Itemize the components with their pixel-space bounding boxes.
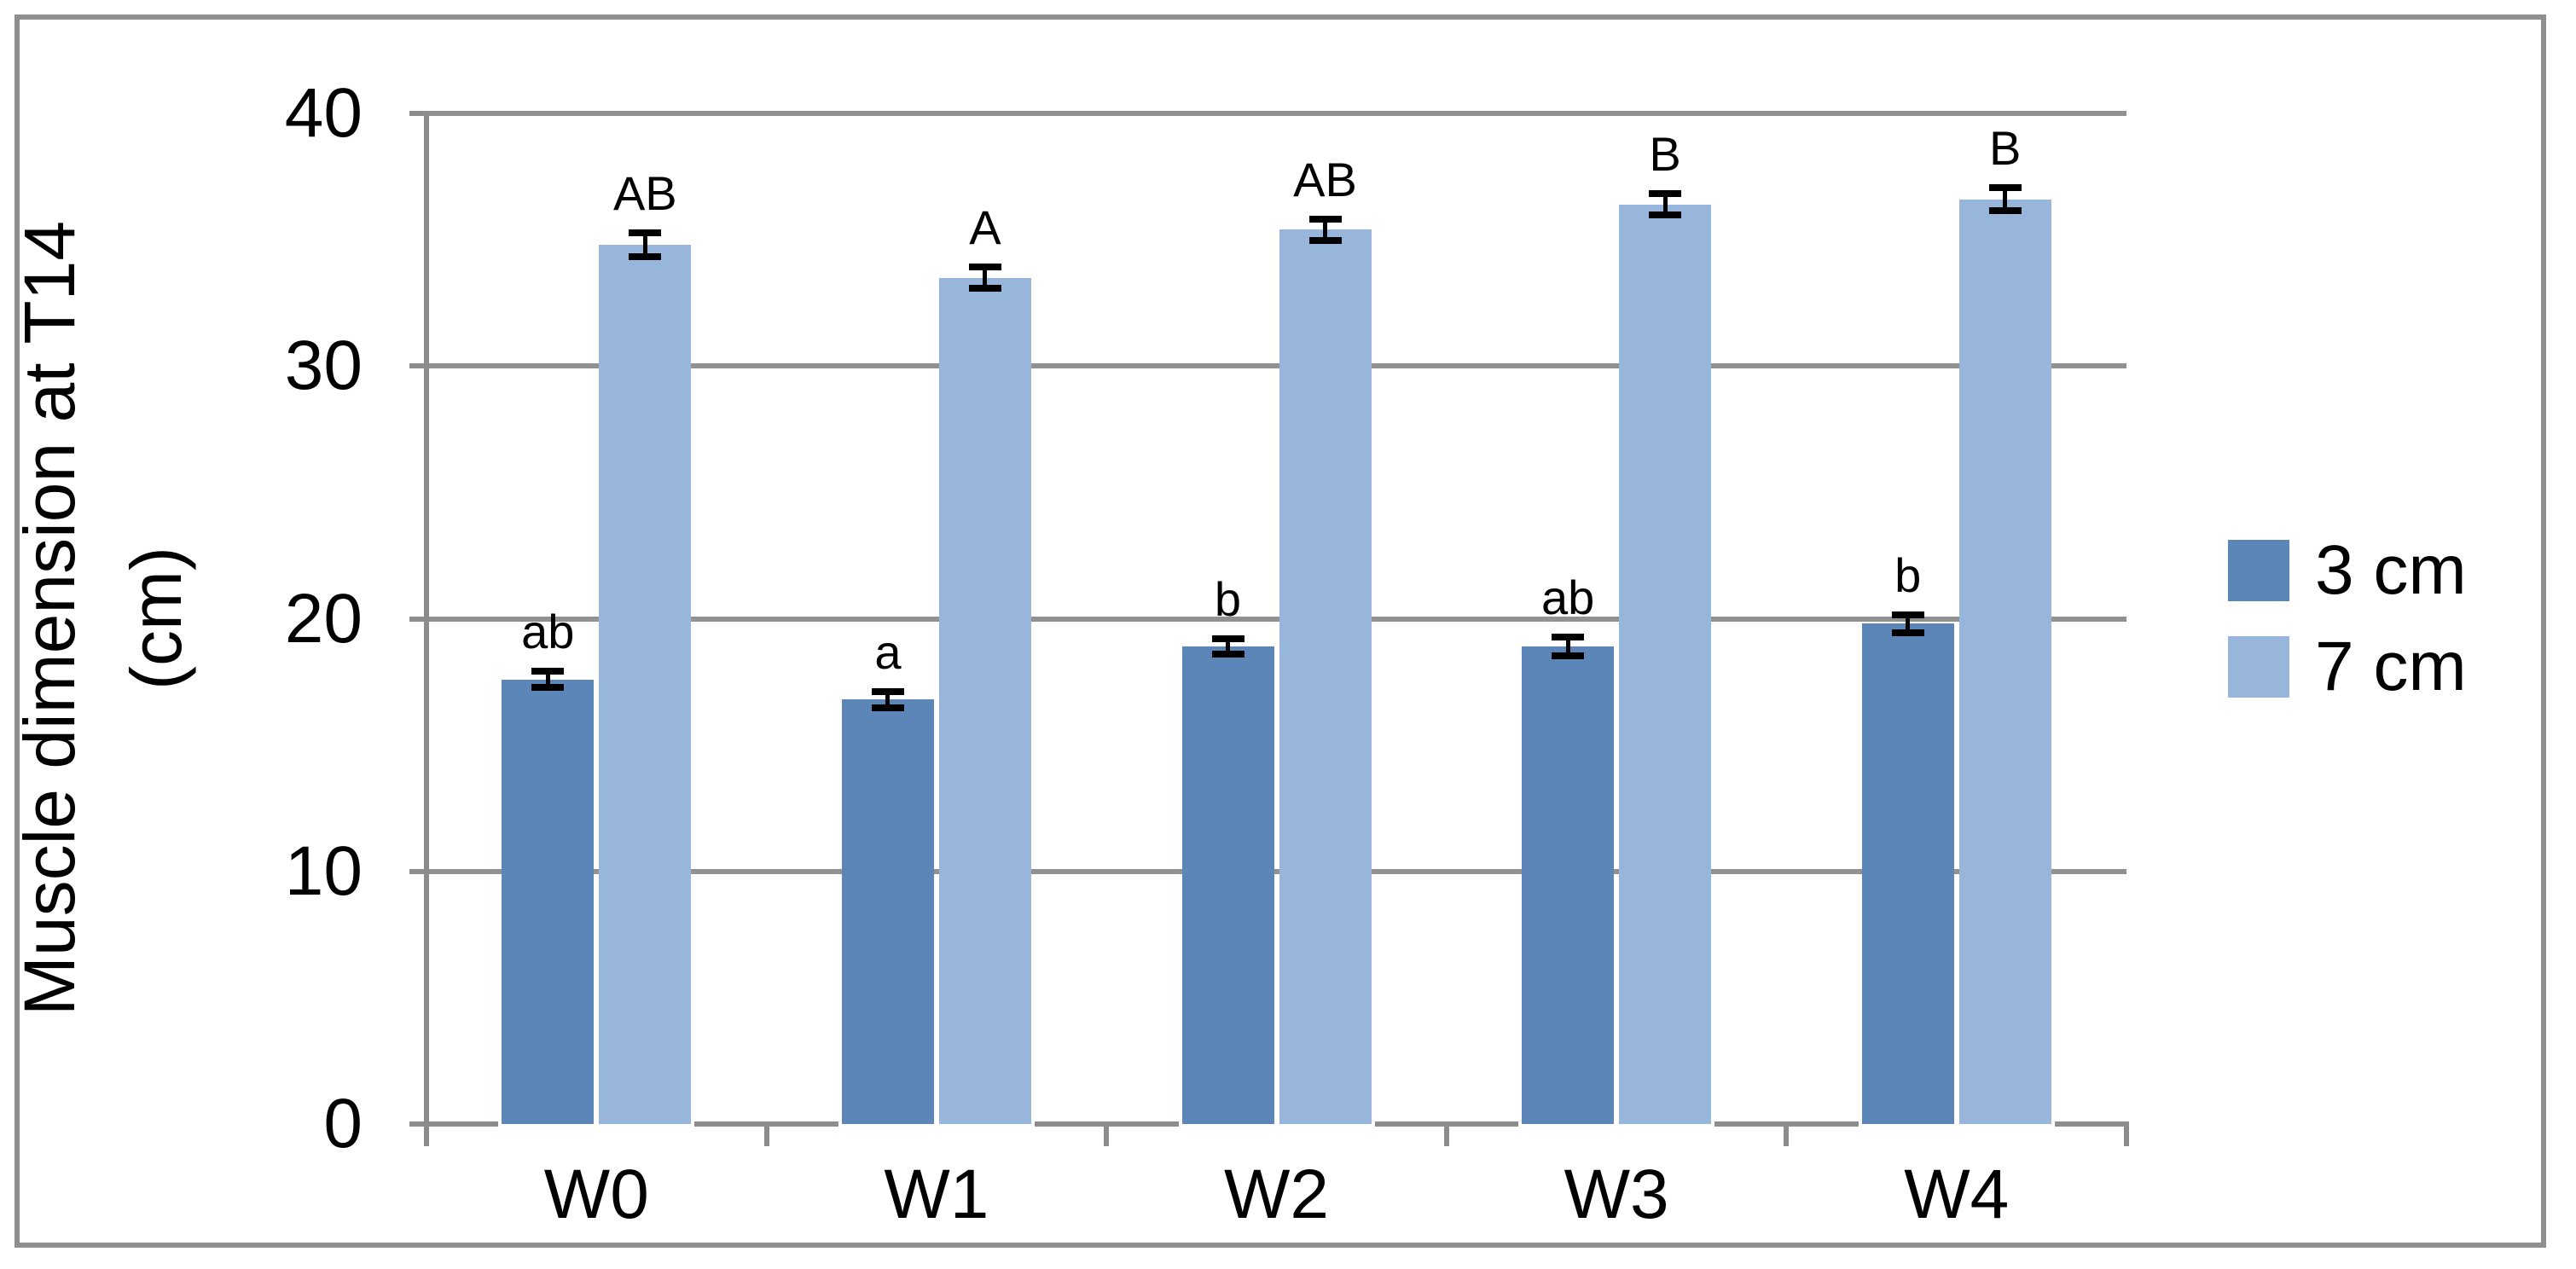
error-bar-part bbox=[2003, 183, 2008, 215]
y-tick-label-20: 20 bbox=[284, 579, 363, 658]
legend-entry-3cm: 3 cm bbox=[2228, 536, 2467, 606]
sig-letter-7cm-W2: AB bbox=[1293, 152, 1357, 206]
bar-3cm-W1 bbox=[841, 699, 934, 1124]
figure-border bbox=[15, 14, 2546, 1248]
sig-letter-7cm-W3: B bbox=[1649, 127, 1681, 182]
y-tick-label-0: 0 bbox=[323, 1085, 363, 1162]
bar-7cm-W0 bbox=[599, 245, 692, 1124]
sig-letter-7cm-W1: A bbox=[969, 200, 1001, 255]
y-tick-label-10: 10 bbox=[284, 832, 363, 910]
bar-7cm-W3 bbox=[1619, 204, 1712, 1124]
legend-swatch-7cm bbox=[2228, 636, 2289, 698]
error-bar-7cm-W3 bbox=[1649, 190, 1682, 218]
error-bar-7cm-W0 bbox=[629, 229, 662, 260]
sig-letter-7cm-W0: AB bbox=[612, 166, 677, 221]
x-label-W3: W3 bbox=[1564, 1156, 1669, 1233]
gridline-20 bbox=[426, 616, 2126, 622]
y-tick-20 bbox=[409, 616, 426, 622]
axis-cover-W1 bbox=[838, 1121, 1035, 1129]
gridline-30 bbox=[426, 363, 2126, 369]
bar-3cm-W3 bbox=[1522, 646, 1615, 1124]
x-label-W0: W0 bbox=[543, 1156, 649, 1233]
axis-cover-W0 bbox=[498, 1121, 695, 1129]
sig-letter-3cm-W0: ab bbox=[521, 605, 575, 659]
bar-7cm-W4 bbox=[1958, 199, 2051, 1124]
y-tick-40 bbox=[409, 111, 426, 116]
x-label-W2: W2 bbox=[1224, 1156, 1329, 1233]
y-tick-label-30: 30 bbox=[284, 327, 363, 405]
bar-3cm-W2 bbox=[1181, 646, 1274, 1124]
error-bar-part bbox=[1323, 215, 1327, 244]
error-bar-3cm-W4 bbox=[1891, 611, 1924, 637]
axis-cover-W4 bbox=[1858, 1121, 2055, 1129]
y-tick-10 bbox=[409, 868, 426, 874]
sig-letter-3cm-W1: a bbox=[874, 624, 902, 679]
x-tick-0 bbox=[424, 1124, 429, 1146]
error-bar-3cm-W3 bbox=[1552, 634, 1585, 659]
error-bar-7cm-W1 bbox=[968, 264, 1001, 292]
error-bar-part bbox=[885, 687, 891, 711]
y-tick-label-40: 40 bbox=[284, 74, 363, 152]
error-bar-part bbox=[1226, 634, 1230, 658]
bar-7cm-W2 bbox=[1279, 229, 1372, 1124]
x-tick-3 bbox=[1443, 1124, 1449, 1146]
bar-7cm-W1 bbox=[938, 277, 1031, 1124]
error-bar-3cm-W2 bbox=[1211, 634, 1244, 658]
y-tick-30 bbox=[409, 363, 426, 369]
error-bar-part bbox=[642, 229, 647, 260]
x-tick-1 bbox=[763, 1124, 769, 1146]
gridline-40 bbox=[426, 111, 2126, 116]
error-bar-3cm-W1 bbox=[871, 687, 904, 711]
gridline-10 bbox=[426, 868, 2126, 874]
axis-cover-W3 bbox=[1518, 1121, 1715, 1129]
bar-3cm-W0 bbox=[502, 679, 595, 1124]
x-tick-5 bbox=[2124, 1124, 2129, 1146]
sig-letter-7cm-W4: B bbox=[1989, 120, 2022, 175]
sig-letter-3cm-W3: ab bbox=[1540, 571, 1595, 625]
error-bar-part bbox=[1565, 634, 1570, 659]
x-label-W1: W1 bbox=[884, 1156, 989, 1233]
y-tick-0 bbox=[409, 1121, 426, 1127]
legend-entry-7cm: 7 cm bbox=[2228, 632, 2467, 702]
legend-swatch-3cm bbox=[2228, 540, 2289, 601]
error-bar-part bbox=[1662, 190, 1668, 218]
legend: 3 cm 7 cm bbox=[2228, 536, 2467, 702]
error-bar-part bbox=[983, 264, 988, 292]
y-axis-line bbox=[424, 111, 429, 1127]
axis-cover-W2 bbox=[1178, 1121, 1375, 1129]
error-bar-7cm-W4 bbox=[1988, 183, 2022, 215]
error-bar-3cm-W0 bbox=[531, 668, 565, 691]
x-tick-2 bbox=[1104, 1124, 1110, 1146]
legend-label-3cm: 3 cm bbox=[2315, 531, 2467, 609]
sig-letter-3cm-W4: b bbox=[1894, 548, 1922, 602]
x-tick-4 bbox=[1784, 1124, 1790, 1146]
error-bar-7cm-W2 bbox=[1308, 215, 1342, 244]
sig-letter-3cm-W2: b bbox=[1214, 571, 1242, 626]
x-label-W4: W4 bbox=[1904, 1156, 2010, 1233]
legend-label-7cm: 7 cm bbox=[2315, 628, 2467, 705]
bar-3cm-W4 bbox=[1861, 623, 1954, 1124]
error-bar-part bbox=[1906, 611, 1911, 637]
error-bar-part bbox=[545, 668, 550, 691]
